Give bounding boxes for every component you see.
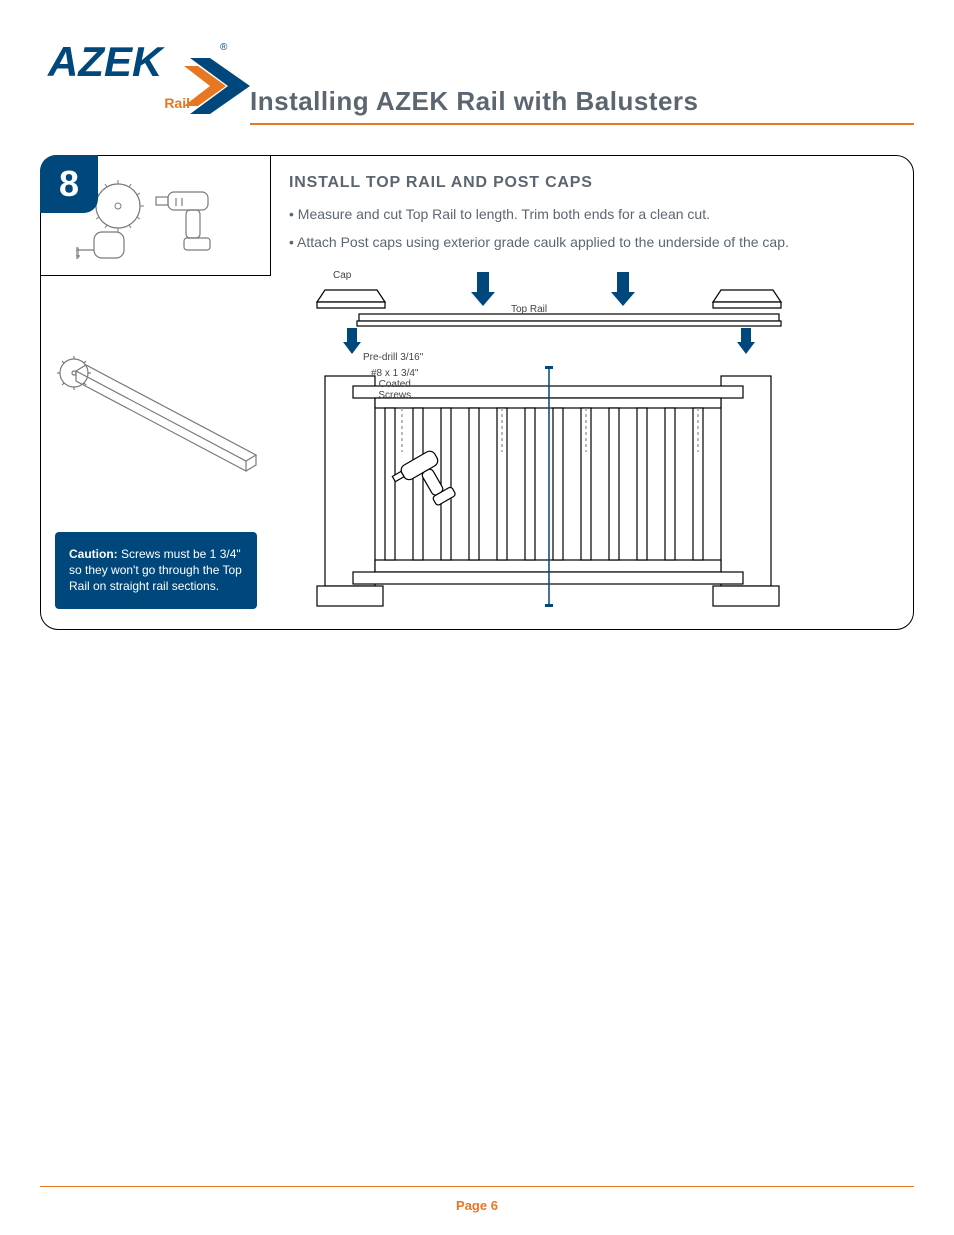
bullet-2: • Attach Post caps using exterior grade … bbox=[289, 234, 889, 250]
post-cap-right bbox=[713, 290, 781, 308]
main-diagram: Cap Top Rail Pre-drill 3/16" #8 x 1 3/4"… bbox=[289, 268, 889, 608]
page: AZEK ® Rail Installing AZEK Rail with Ba… bbox=[0, 0, 954, 1235]
page-number: Page 6 bbox=[456, 1198, 498, 1213]
diagram-svg bbox=[289, 268, 879, 608]
left-column: 8 bbox=[41, 156, 271, 629]
tools-svg bbox=[76, 166, 236, 266]
registered-mark: ® bbox=[220, 42, 228, 53]
arrow-icon bbox=[471, 272, 635, 306]
label-predrill: Pre-drill 3/16" bbox=[363, 352, 423, 363]
step-bullets: • Measure and cut Top Rail to length. Tr… bbox=[289, 206, 889, 250]
label-screws-1: #8 x 1 3/4" bbox=[371, 368, 418, 379]
isometric-illustration bbox=[41, 276, 271, 526]
top-rail bbox=[357, 314, 781, 326]
label-cap: Cap bbox=[333, 270, 351, 281]
brand-logo: AZEK ® Rail bbox=[40, 30, 250, 125]
label-top-rail: Top Rail bbox=[511, 304, 547, 315]
subbrand-text: Rail bbox=[164, 95, 190, 111]
post-cap-left bbox=[317, 290, 385, 308]
footer: Page 6 bbox=[40, 1186, 914, 1215]
step-title: INSTALL TOP RAIL AND POST CAPS bbox=[289, 174, 889, 192]
caution-box: Caution: Screws must be 1 3/4" so they w… bbox=[55, 532, 257, 609]
arrow-icon bbox=[343, 328, 755, 354]
step-section: 8 bbox=[40, 155, 914, 630]
caution-label: Caution: bbox=[69, 547, 118, 561]
label-screws-2: Coated bbox=[379, 379, 411, 390]
label-screws-3: Screws bbox=[378, 390, 411, 401]
rail-assembly bbox=[317, 376, 779, 606]
header: AZEK ® Rail Installing AZEK Rail with Ba… bbox=[40, 30, 914, 125]
right-column: INSTALL TOP RAIL AND POST CAPS • Measure… bbox=[271, 156, 913, 629]
azek-logo-svg: AZEK ® Rail bbox=[40, 30, 250, 120]
saw-blade-icon bbox=[92, 180, 144, 232]
title-block: Installing AZEK Rail with Balusters bbox=[250, 86, 914, 125]
step-number-badge: 8 bbox=[40, 155, 98, 213]
bullet-1: • Measure and cut Top Rail to length. Tr… bbox=[289, 206, 889, 222]
isometric-svg bbox=[46, 301, 266, 501]
label-screws: #8 x 1 3/4" Coated Screws bbox=[371, 368, 418, 401]
drill-icon bbox=[156, 192, 210, 250]
page-title: Installing AZEK Rail with Balusters bbox=[250, 86, 914, 117]
tape-measure-icon bbox=[76, 232, 124, 258]
logo-text: AZEK bbox=[47, 38, 165, 85]
